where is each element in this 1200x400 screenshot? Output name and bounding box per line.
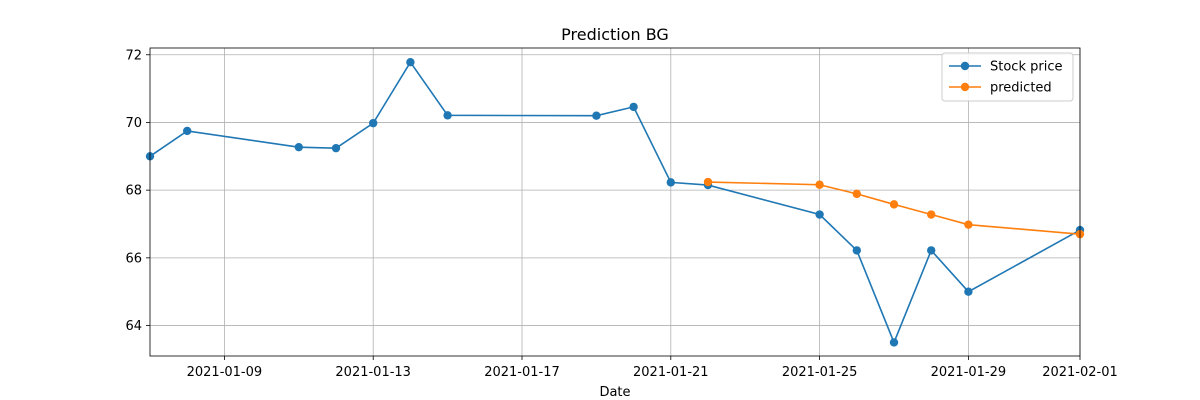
data-point — [852, 246, 861, 255]
legend-marker — [960, 82, 970, 92]
x-tick-label: 2021-02-01 — [1042, 365, 1118, 380]
x-tick-label: 2021-01-13 — [335, 365, 411, 380]
legend-marker — [960, 61, 970, 71]
data-point — [852, 189, 861, 199]
legend-label: Stock price — [990, 60, 1062, 75]
data-point — [889, 200, 899, 209]
data-point — [927, 210, 936, 219]
data-point — [183, 126, 192, 136]
data-point — [964, 220, 973, 229]
series-line — [149, 60, 1081, 345]
plot-frame — [149, 47, 1081, 357]
chart-title: Prediction BG — [561, 25, 669, 44]
legend-box — [941, 52, 1074, 102]
series-0 — [145, 58, 1085, 347]
x-tick-label: 2021-01-25 — [782, 365, 858, 380]
data-point — [592, 111, 601, 120]
y-tick-label: 70 — [125, 116, 142, 131]
data-point — [369, 118, 378, 128]
legend: Stock price predicted — [941, 52, 1074, 102]
grid-lines — [150, 48, 1081, 356]
data-point — [815, 180, 824, 189]
y-tick-label: 72 — [125, 48, 142, 63]
data-point — [331, 143, 341, 153]
data-point — [294, 142, 303, 152]
y-tick-label: 68 — [125, 184, 142, 199]
data-point — [889, 338, 899, 347]
data-point — [629, 102, 638, 112]
x-axis-label: Date — [599, 385, 630, 400]
legend-label: predicted — [990, 81, 1052, 96]
series-layer — [145, 58, 1085, 347]
x-tick-label: 2021-01-09 — [187, 365, 263, 380]
data-point — [443, 111, 452, 120]
x-tick-label: 2021-01-21 — [633, 365, 709, 380]
x-tick-label: 2021-01-17 — [484, 365, 560, 380]
x-tick-label: 2021-01-29 — [931, 365, 1007, 380]
data-point — [815, 210, 824, 219]
data-point — [964, 287, 973, 296]
series-1 — [703, 177, 1085, 239]
y-axis-ticks: 64 66 68 70 72 — [125, 48, 150, 334]
data-point — [927, 246, 936, 255]
data-point — [406, 58, 415, 67]
x-axis-ticks: 2021-01-09 2021-01-13 2021-01-17 2021-01-21… — [187, 356, 1118, 380]
data-point — [666, 178, 675, 187]
y-tick-label: 64 — [125, 319, 142, 334]
data-point — [703, 177, 713, 187]
y-tick-label: 66 — [125, 251, 142, 266]
